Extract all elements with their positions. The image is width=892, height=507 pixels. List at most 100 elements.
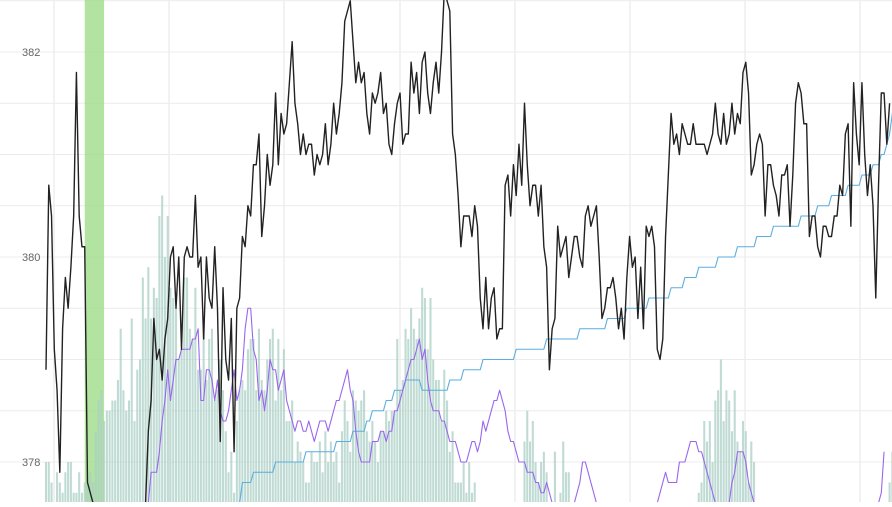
volume-bar — [227, 472, 230, 502]
volume-bar — [158, 216, 161, 502]
volume-bar — [747, 482, 750, 502]
volume-bar — [163, 257, 166, 502]
y-tick-label: 382 — [22, 47, 40, 59]
volume-bar — [540, 462, 543, 502]
volume-bar — [379, 431, 382, 502]
volume-bar — [244, 390, 247, 502]
volume-bar — [61, 492, 64, 502]
volume-bar — [241, 380, 244, 502]
volume-bar — [343, 400, 346, 502]
volume-bar — [376, 462, 379, 502]
volume-bar — [293, 462, 296, 502]
volume-bar — [562, 441, 565, 502]
volume-bar — [125, 410, 128, 502]
volume-bar — [152, 287, 155, 502]
volume-bar — [733, 390, 736, 502]
volume-bar — [280, 390, 283, 502]
volume-bar — [542, 451, 545, 502]
volume-bar — [750, 441, 753, 502]
volume-bar — [58, 482, 61, 502]
volume-bar — [183, 277, 186, 502]
volume-bar — [719, 359, 722, 502]
volume-bar — [133, 421, 136, 502]
volume-bar — [332, 462, 335, 502]
volume-bar — [89, 472, 92, 502]
volume-bar — [64, 472, 67, 502]
volume-bar — [191, 339, 194, 502]
volume-bar — [216, 390, 219, 502]
volume-bar — [335, 451, 338, 502]
volume-bar — [94, 431, 97, 502]
volume-bar — [459, 482, 462, 502]
volume-bar — [144, 318, 147, 502]
volume-bar — [357, 410, 360, 502]
volume-bar — [407, 339, 410, 502]
volume-bar — [296, 441, 299, 502]
volume-bar — [537, 482, 540, 502]
volume-bar — [224, 431, 227, 502]
volume-bars — [44, 195, 892, 502]
volume-bar — [457, 482, 460, 502]
volume-bar — [199, 369, 202, 502]
volume-bar — [274, 400, 277, 502]
volume-bar — [385, 410, 388, 502]
volume-bar — [382, 431, 385, 502]
volume-bar — [321, 472, 324, 502]
volume-bar — [271, 328, 274, 502]
volume-bar — [260, 380, 263, 502]
volume-bar — [141, 277, 144, 502]
volume-bar — [86, 482, 89, 502]
volume-bar — [255, 390, 258, 502]
volume-bar — [432, 359, 435, 502]
volume-bar — [888, 482, 891, 502]
volume-bar — [166, 216, 169, 502]
volume-bar — [468, 462, 471, 502]
volume-bar — [114, 400, 117, 502]
volume-bar — [161, 195, 164, 502]
volume-bar — [282, 349, 285, 502]
volume-bar — [103, 421, 106, 502]
volume-bar — [246, 349, 249, 502]
volume-bar — [139, 359, 142, 502]
volume-bar — [75, 492, 78, 502]
volume-bar — [266, 359, 269, 502]
volume-bar — [410, 308, 413, 502]
highlight-band — [84, 0, 105, 502]
volume-bar — [363, 390, 366, 502]
volume-bar — [390, 410, 393, 502]
volume-bar — [91, 482, 95, 502]
highlight-band-layer — [84, 0, 105, 502]
volume-bar — [448, 451, 451, 502]
volume-bar — [564, 472, 568, 502]
volume-bar — [180, 349, 183, 502]
volume-bar — [722, 421, 725, 502]
volume-bar — [437, 380, 440, 502]
volume-bar — [318, 441, 321, 502]
volume-bar — [50, 482, 53, 502]
volume-bar — [186, 277, 189, 502]
volume-bar — [401, 380, 404, 502]
volume-bar — [338, 482, 341, 502]
volume-bar — [213, 400, 216, 502]
volume-bar — [188, 328, 191, 502]
volume-bar — [329, 441, 332, 502]
volume-bar — [147, 267, 150, 502]
volume-bar — [291, 400, 294, 502]
volume-bar — [202, 318, 205, 502]
volume-bar — [404, 328, 407, 502]
volume-bar — [47, 462, 50, 502]
volume-bar — [728, 400, 731, 502]
volume-bar — [235, 421, 238, 502]
volume-bar — [44, 462, 48, 502]
volume-bar — [451, 431, 454, 502]
volume-bar — [374, 441, 377, 502]
volume-bar — [567, 472, 570, 502]
volume-bar — [423, 298, 426, 502]
volume-bar — [396, 339, 399, 502]
volume-bar — [105, 410, 108, 502]
volume-bar — [100, 390, 103, 502]
volume-bar — [155, 298, 158, 502]
volume-bar — [434, 380, 438, 502]
volume-bar — [177, 359, 180, 502]
